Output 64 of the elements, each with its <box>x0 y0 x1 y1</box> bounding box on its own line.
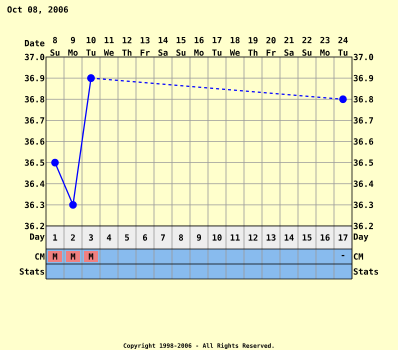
x2-tick-label: 17 Tu <box>212 37 222 56</box>
x2-tick-label: 20 Fr <box>266 37 276 56</box>
x2-tick-label: 24 Tu <box>338 36 348 56</box>
y-tick-label: 36.9 <box>24 74 44 82</box>
x2-tick-label: 9 Mo <box>68 36 78 56</box>
text: CM <box>354 253 364 260</box>
x-tick-label: 17 <box>338 234 348 241</box>
x2-tick-label: 22 Su <box>302 36 312 56</box>
y2-tick-label: 36.4 <box>354 180 374 188</box>
x-tick-label: 9 <box>196 234 202 241</box>
y-tick-label: 36.7 <box>24 117 44 124</box>
x-tick-label: 6 <box>142 234 148 241</box>
x-tick-label: 5 <box>125 234 129 241</box>
x2-axis-title: Date <box>24 40 44 46</box>
x2-tick-label: 13 Fr <box>140 37 150 56</box>
x2-tick-label: 8 Su <box>50 36 60 56</box>
x-tick-label: 16 <box>320 234 330 241</box>
y-tick-label: 36.2 <box>24 222 44 230</box>
x2-tick-label: 14 Sa <box>158 37 168 56</box>
y2-tick-label: 36.7 <box>354 117 374 124</box>
y-tick-label: 36.8 <box>24 96 44 103</box>
y-tick-label: 36.3 <box>24 202 44 208</box>
y-tick-label: 36.6 <box>24 138 44 145</box>
y-tick-label: 36.5 <box>24 159 44 166</box>
y2-tick-label: 37.0 <box>354 54 374 60</box>
y2-tick-label: 36.3 <box>354 202 374 208</box>
text: - <box>342 255 344 256</box>
x-tick-label: 10 <box>212 234 222 241</box>
x2-tick-label: 12 Th <box>122 37 132 56</box>
x2-tick-label: 15 Su <box>176 37 186 56</box>
text: M <box>52 253 58 260</box>
y2-tick-label: 36.2 <box>354 222 373 230</box>
text: M <box>70 253 76 260</box>
x2-tick-label: 19 Th <box>248 37 258 56</box>
x2-tick-label: 11 We <box>104 37 114 56</box>
x-tick-label: 15 <box>302 234 312 241</box>
y2-tick-label: 36.8 <box>354 96 374 103</box>
x-tick-label: 14 <box>284 234 294 241</box>
text: M <box>88 253 94 260</box>
text: Stats <box>354 268 378 275</box>
x-tick-label: 11 <box>230 234 240 241</box>
x-tick-label: 2 <box>70 234 75 241</box>
x2-tick-label: 16 Mo <box>194 36 204 56</box>
chart-title: Oct 08, 2006 <box>7 6 68 14</box>
x2-tick-label: 10 Tu <box>86 36 96 56</box>
text: CM <box>35 253 44 260</box>
x-tick-label: 13 <box>266 234 276 241</box>
text: Stats <box>20 268 44 275</box>
y2-tick-label: 36.9 <box>354 74 374 82</box>
y2-tick-label: 36.5 <box>354 159 374 166</box>
y2-tick-label: 36.6 <box>354 138 374 145</box>
x-tick-label: 3 <box>88 234 94 241</box>
y-tick-label: 37.0 <box>24 54 44 60</box>
x2-tick-label: 21 Sa <box>284 36 294 56</box>
x-axis-title: Day <box>30 234 45 242</box>
x-tick-label: 8 <box>178 234 184 241</box>
x-tick-label: 12 <box>248 234 258 241</box>
x2-tick-label: 23 Mo <box>320 36 330 56</box>
x-tick-label: 4 <box>106 234 112 241</box>
x2-tick-label: 18 We <box>230 36 240 56</box>
text: Day <box>354 234 368 242</box>
x-tick-label: 1 <box>53 234 58 241</box>
y-tick-label: 36.4 <box>24 180 44 188</box>
x-tick-label: 7 <box>161 234 165 241</box>
